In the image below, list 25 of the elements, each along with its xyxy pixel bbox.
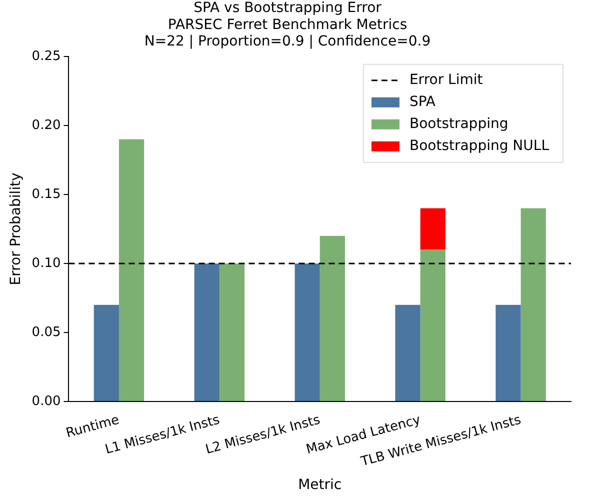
bar — [420, 208, 446, 250]
legend-label: SPA — [409, 94, 436, 110]
bar — [320, 236, 345, 401]
y-tick-label: 0.05 — [32, 324, 61, 340]
bar — [294, 263, 320, 401]
x-axis-title: Metric — [298, 477, 342, 494]
y-tick-label: 0.00 — [32, 394, 61, 409]
bar — [219, 263, 245, 401]
bar — [496, 304, 521, 401]
y-tick-label: 0.10 — [32, 256, 61, 271]
bar — [395, 304, 420, 401]
y-tick-label: 0.20 — [32, 118, 61, 133]
bar — [118, 139, 144, 401]
y-axis-title: Error Probability — [8, 172, 24, 286]
legend-label: Error Limit — [409, 72, 484, 88]
bar — [94, 304, 119, 401]
legend-label: Bootstrapping NULL — [409, 138, 550, 154]
bar — [420, 250, 446, 401]
chart-title: SPA vs Bootstrapping Error PARSEC Ferret Benchmark Metrics N=22 | Proportion=0.9 | Confidence=0.9 — [144, 0, 431, 50]
bar — [520, 208, 546, 401]
bar — [194, 263, 220, 401]
y-tick-label: 0.25 — [32, 48, 61, 64]
x-tick-label: Runtime — [64, 412, 121, 442]
y-tick-label: 0.15 — [32, 186, 61, 202]
legend-label: Bootstrapping — [409, 116, 508, 132]
